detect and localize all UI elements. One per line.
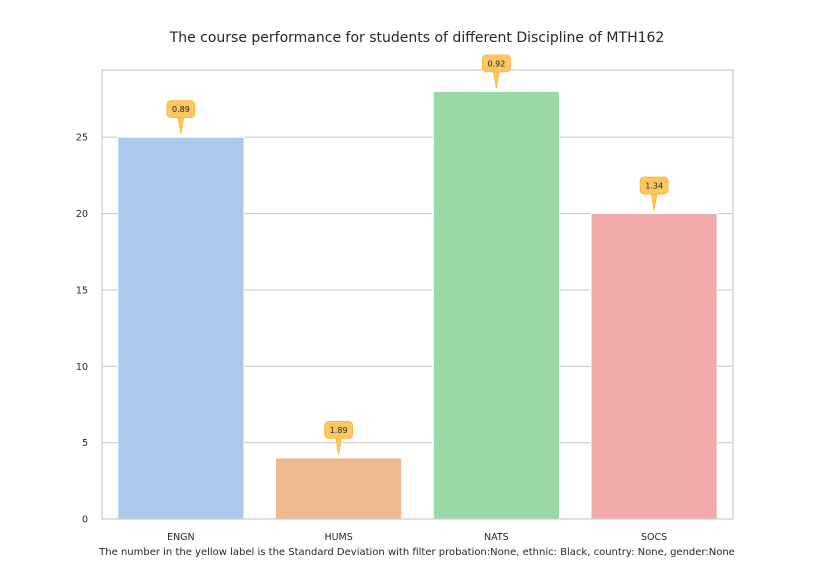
bar-nats — [432, 90, 560, 520]
y-tick-label: 15 — [76, 285, 88, 296]
annotation-value: 0.92 — [487, 59, 505, 68]
std-annotation-hums: 1.89 — [324, 421, 354, 455]
x-tick-label: ENGN — [167, 532, 195, 543]
x-tick-label: NATS — [484, 532, 509, 543]
bar-hums — [275, 457, 403, 520]
y-tick-label: 25 — [76, 133, 88, 144]
std-annotation-engn: 0.89 — [166, 100, 196, 135]
y-axis-ticks: 0 5 10 15 20 25 — [76, 133, 88, 526]
std-annotation-socs: 1.34 — [639, 176, 669, 211]
bar-engn — [117, 136, 245, 520]
plot-frame — [101, 69, 734, 520]
std-annotations: 0.89 1.89 0.92 1.34 — [166, 54, 669, 455]
chart-caption: The number in the yellow label is the St… — [98, 547, 735, 558]
bars — [117, 90, 718, 520]
annotation-value: 1.34 — [645, 182, 663, 191]
y-tick-label: 20 — [76, 209, 88, 220]
bar-socs — [590, 213, 718, 520]
x-tick-label: SOCS — [641, 532, 667, 543]
x-axis-ticks: ENGN HUMS NATS SOCS — [167, 532, 667, 543]
chart-title: The course performance for students of d… — [169, 30, 665, 46]
x-tick-label: HUMS — [324, 532, 352, 543]
annotation-box — [166, 100, 196, 119]
annotation-box — [481, 54, 511, 73]
annotation-value: 1.89 — [330, 426, 348, 435]
annotation-box — [324, 421, 354, 439]
annotation-box — [639, 176, 669, 195]
annotation-value: 0.89 — [172, 105, 190, 114]
y-tick-label: 0 — [82, 515, 88, 526]
y-tick-label: 10 — [76, 362, 88, 373]
std-annotation-nats: 0.92 — [481, 54, 511, 89]
y-tick-label: 5 — [82, 438, 88, 449]
